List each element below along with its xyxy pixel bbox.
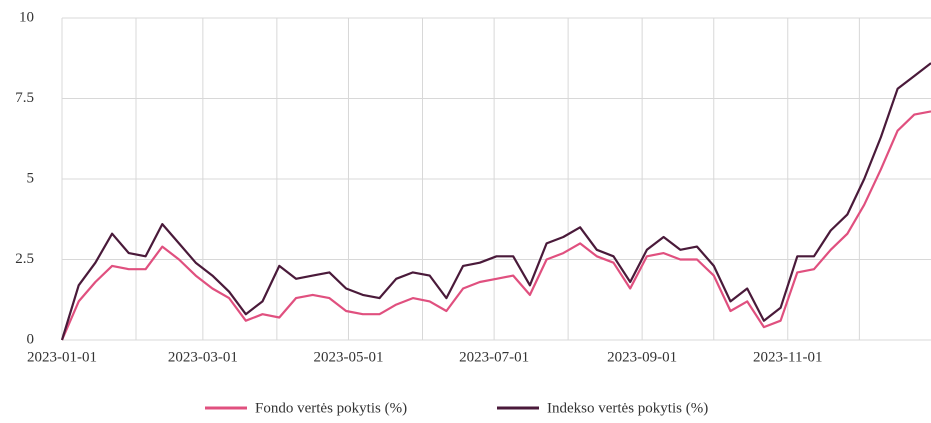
legend-label: Fondo vertės pokytis (%)	[255, 400, 407, 416]
x-tick-label: 2023-05-01	[313, 349, 383, 365]
y-tick-label: 5	[27, 170, 35, 186]
line-series	[60, 110, 931, 341]
x-tick-label: 2023-09-01	[607, 349, 677, 365]
x-tick-label: 2023-11-01	[753, 349, 822, 365]
y-tick-label: 0	[27, 331, 35, 347]
y-tick-label: 2.5	[15, 251, 34, 267]
legend-label: Indekso vertės pokytis (%)	[547, 400, 708, 416]
y-tick-label: 10	[19, 9, 34, 25]
y-tick-label: 7.5	[15, 90, 34, 106]
line-series	[60, 62, 931, 341]
x-tick-label: 2023-03-01	[168, 349, 238, 365]
x-tick-label: 2023-01-01	[27, 349, 97, 365]
x-tick-label: 2023-07-01	[459, 349, 529, 365]
